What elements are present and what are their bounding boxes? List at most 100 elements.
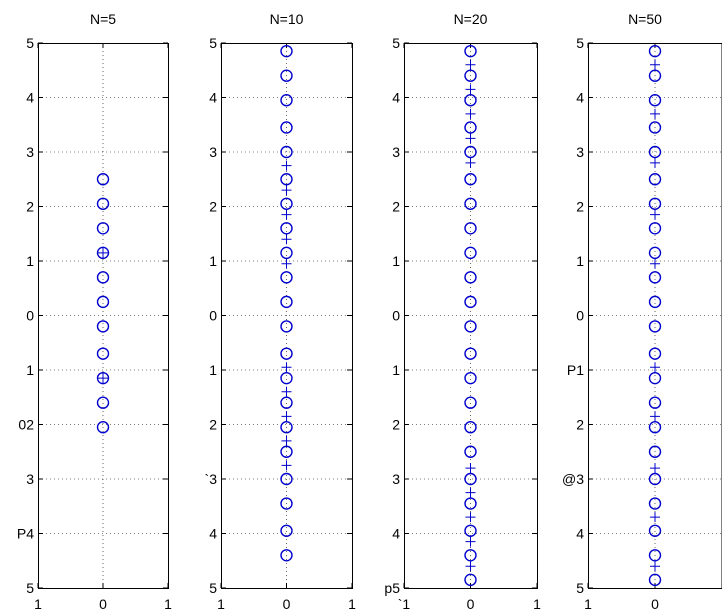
plus-marker [281,160,292,171]
subplot-title: N=5 [90,11,116,27]
y-tick-label: 5 [209,580,217,596]
data-point [464,472,477,486]
data-point [648,173,662,186]
plus-marker [98,247,108,258]
data-point [96,295,110,309]
data-point [464,271,477,284]
y-tick-label: 1 [26,362,34,378]
y-tick-label: 1 [26,253,34,269]
axes-frame [38,43,169,589]
plus-marker [281,460,292,471]
y-tick-label: 5 [209,35,217,51]
y-tick-label: 5 [392,35,400,51]
subplot-title: N=10 [270,11,304,27]
data-point [96,347,110,360]
y-tick-label: 4 [392,90,400,106]
data-point [464,549,477,562]
plus-marker [650,362,660,373]
data-point [464,222,477,235]
y-tick-label: 2 [576,199,584,215]
x-tick-label: 1 [533,596,541,612]
y-tick-label: 3 [26,471,34,487]
plus-marker [465,157,476,168]
x-tick-label: 1 [584,596,592,612]
y-tick-label: P4 [17,526,34,542]
plus-marker [281,258,292,269]
data-point [96,222,110,235]
data-point [464,371,477,385]
data-point [464,320,477,333]
data-point [280,347,293,360]
data-point [280,145,293,159]
x-tick-label: 0 [99,596,107,612]
data-point [648,371,662,385]
subplot-3: 5 4 3 2 1 0 1 2 3 4 p5`1 0 1 N=20 [384,11,541,612]
data-point [648,246,662,260]
data-point [648,320,662,333]
y-tick-label: 3 [392,471,400,487]
data-point [280,197,293,210]
plus-marker [465,59,476,70]
x-tick-label: 1 [217,596,225,612]
data-point [648,445,662,458]
data-point [280,445,293,458]
data-point [96,271,110,284]
y-tick-label: 4 [576,90,584,106]
data-point [464,573,477,587]
y-tick-label: 4 [26,90,34,106]
data-point [648,69,662,82]
data-point [96,421,110,434]
y-tick-label: 5 [576,35,584,51]
x-tick-label: 1 [348,596,356,612]
y-tick-label: 5 [26,35,34,51]
axes-frame [404,43,538,589]
data-point [280,396,293,409]
data-point [464,145,477,159]
data-point [280,44,293,58]
data-point [464,197,477,210]
plus-marker [465,512,476,523]
data-point [648,524,662,537]
axes-frame [221,43,353,589]
x-tick-label: 1 [34,596,42,612]
y-tick-label: 1 [209,253,217,269]
plus-marker [650,209,660,220]
data-point [648,497,662,510]
data-point [280,549,293,562]
plus-marker [650,411,660,422]
y-tick-label: 0 [209,308,217,324]
data-point [648,573,662,587]
y-tick-label: 0 [392,308,400,324]
data-point [464,121,477,134]
data-point [648,549,662,562]
plus-marker [650,463,660,474]
y-tick-label: 5 [26,580,34,596]
y-tick-label: 3 [26,144,34,160]
y-tick-label: 4 [576,526,584,542]
data-point [96,320,110,333]
x-tick-label: 1 [164,596,172,612]
plus-marker [650,157,660,168]
data-point [464,396,477,409]
plus-marker [465,463,476,474]
data-point [280,421,293,434]
y-tick-label: 5 [576,580,584,596]
y-tick-label: 1 [209,362,217,378]
plus-marker [650,512,660,523]
y-tick-label: `3 [205,471,218,487]
data-point [464,445,477,458]
data-point [464,295,477,309]
data-point [280,271,293,284]
data-point [96,396,110,409]
plus-marker [465,84,476,95]
plus-marker [650,561,660,572]
y-tick-label: 3 [209,144,217,160]
data-point [464,246,477,260]
data-point [280,524,293,537]
plus-marker [281,234,292,245]
plus-marker [650,59,660,70]
y-tick-label: 2 [209,199,217,215]
